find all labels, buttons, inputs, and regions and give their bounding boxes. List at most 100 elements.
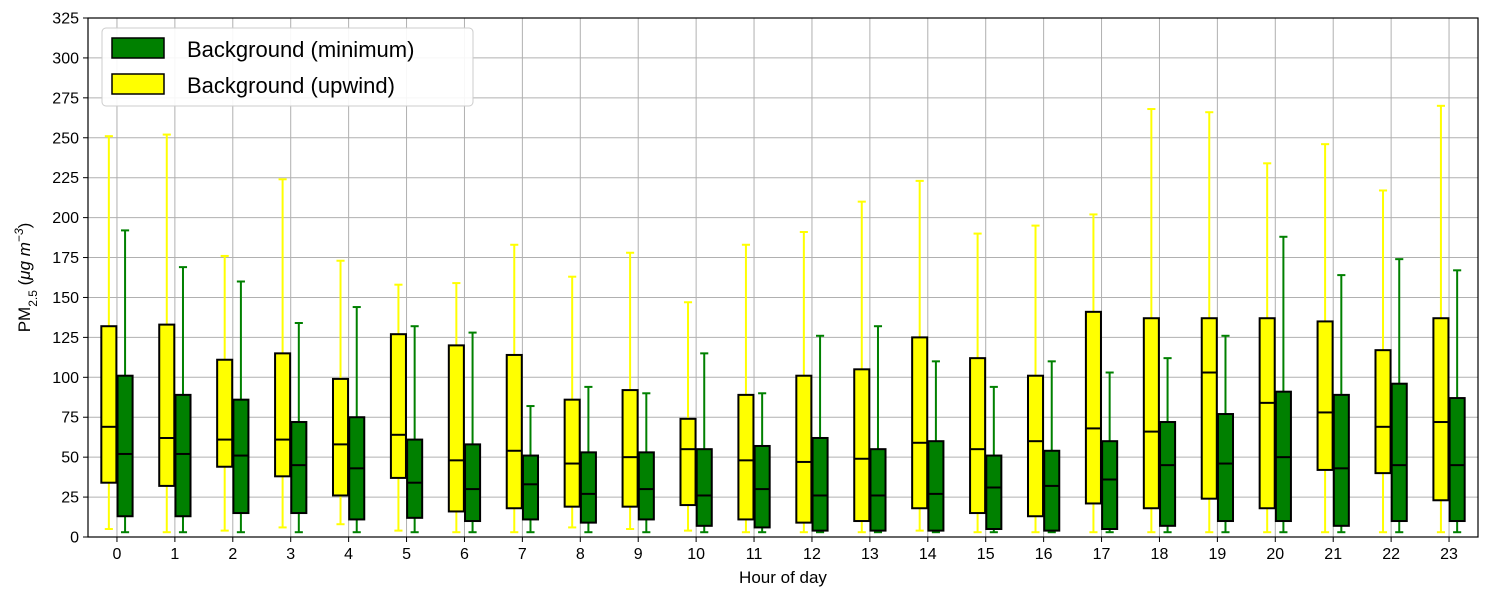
y-tick-label: 25: [61, 490, 79, 507]
x-tick-label: 13: [861, 546, 879, 563]
series-minimum: [116, 229, 1466, 534]
plot-frame: [87, 17, 1479, 538]
x-tick-label: 3: [286, 546, 295, 563]
y-axis-label-subscript: 2.5: [26, 290, 40, 307]
x-tick-label: 21: [1324, 546, 1342, 563]
box: [158, 323, 176, 487]
y-tick-label: 225: [52, 170, 79, 187]
y-axis-label: PM2.5 (μg m−3): [12, 223, 40, 333]
x-tick-label: 10: [687, 546, 705, 563]
x-tick-label: 9: [634, 546, 643, 563]
box: [969, 357, 987, 515]
box: [116, 374, 134, 518]
y-axis-label-unit-m: m: [15, 242, 34, 261]
y-axis-label-main: PM: [15, 307, 34, 333]
y-axis-label-open: (: [15, 279, 34, 290]
x-tick-label: 4: [344, 546, 353, 563]
y-tick-label: 0: [70, 530, 79, 547]
box: [1258, 317, 1276, 510]
box: [1216, 413, 1235, 523]
y-axis-label-unit-mu: μg: [15, 260, 34, 280]
box: [1159, 421, 1177, 527]
y-tick-label: 250: [52, 130, 79, 147]
box: [1200, 317, 1218, 500]
box-series: [100, 104, 1466, 534]
y-tick-label: 200: [52, 210, 79, 227]
box: [737, 393, 755, 521]
x-tick-label: 22: [1382, 546, 1400, 563]
legend-label-upwind: Background (upwind): [187, 73, 395, 98]
y-tick-label: 75: [61, 410, 79, 427]
legend: Background (minimum) Background (upwind): [101, 27, 474, 107]
box: [505, 353, 523, 510]
box: [1374, 349, 1392, 475]
box: [1432, 317, 1450, 502]
box: [1142, 317, 1160, 510]
x-tick-label: 0: [113, 546, 122, 563]
box: [331, 377, 350, 497]
box: [290, 421, 308, 515]
y-tick-label: 150: [52, 290, 79, 307]
box: [695, 448, 713, 527]
x-tick-label: 17: [1093, 546, 1111, 563]
box: [1448, 397, 1466, 523]
x-tick-label: 11: [746, 546, 763, 563]
box: [853, 368, 871, 523]
box: [389, 333, 407, 479]
y-tick-label: 275: [52, 90, 79, 107]
box: [1084, 310, 1102, 505]
legend-swatch-minimum: [111, 37, 165, 59]
box: [927, 440, 945, 532]
box: [985, 454, 1003, 531]
x-tick-label: 7: [518, 546, 527, 563]
box: [637, 451, 655, 521]
box: [174, 393, 192, 518]
box: [464, 443, 482, 523]
box: [579, 451, 597, 524]
box: [679, 417, 697, 507]
x-tick-label: 1: [170, 546, 179, 563]
legend-frame: [101, 27, 474, 107]
box: [1101, 440, 1119, 531]
box: [753, 444, 771, 529]
box: [911, 336, 929, 510]
x-axis-label: Hour of day: [739, 568, 827, 587]
x-tick-label: 16: [1035, 546, 1053, 563]
x-tick-label: 12: [803, 546, 821, 563]
x-tick-label: 15: [977, 546, 995, 563]
box: [1390, 382, 1408, 523]
y-tick-label: 50: [61, 450, 79, 467]
box: [1043, 449, 1061, 532]
x-tick-label: 23: [1440, 546, 1458, 563]
x-tick-label: 18: [1151, 546, 1169, 563]
y-axis-label-superscript: −3: [12, 228, 26, 242]
x-tick-label: 20: [1266, 546, 1284, 563]
x-tick-label: 6: [460, 546, 469, 563]
legend-label-minimum: Background (minimum): [187, 37, 414, 62]
box: [869, 448, 887, 532]
y-tick-label: 100: [52, 370, 79, 387]
box: [795, 374, 813, 524]
box: [621, 389, 639, 508]
y-axis-label-close: ): [15, 223, 34, 229]
x-tick-label: 19: [1208, 546, 1226, 563]
box: [811, 436, 829, 532]
series-upwind: [100, 104, 1450, 534]
y-tick-label: 300: [52, 50, 79, 67]
x-tick-label: 14: [919, 546, 937, 563]
box: [406, 438, 424, 519]
box: [447, 344, 465, 513]
x-tick-label: 2: [228, 546, 237, 563]
x-tick-label: 5: [402, 546, 411, 563]
box: [1332, 393, 1350, 527]
y-tick-label: 125: [52, 330, 79, 347]
x-tick-label: 8: [576, 546, 585, 563]
y-tick-label: 325: [52, 11, 79, 28]
box: [216, 358, 234, 468]
box: [274, 352, 292, 478]
box: [1316, 320, 1334, 471]
legend-swatch-upwind: [111, 73, 165, 95]
